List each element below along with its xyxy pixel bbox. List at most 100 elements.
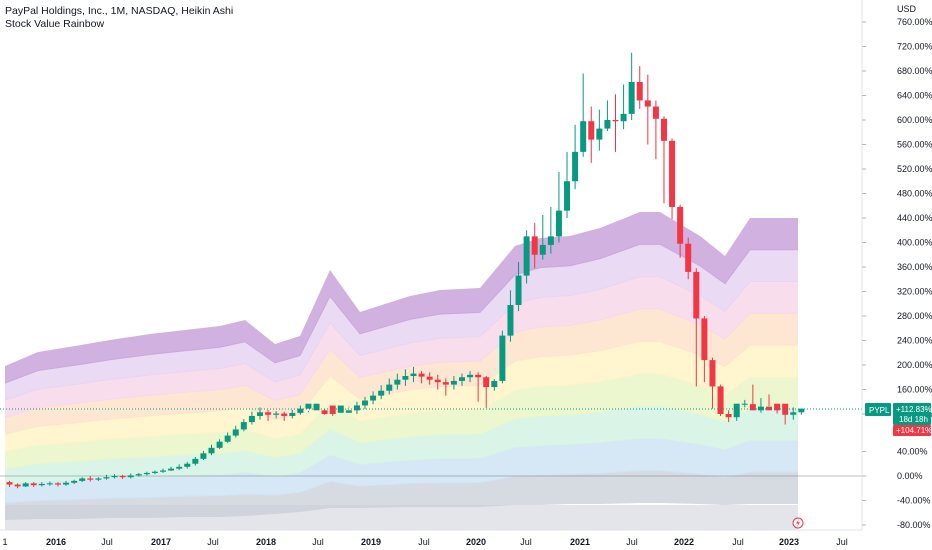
candle[interactable]: [507, 290, 514, 342]
candle[interactable]: [216, 439, 223, 450]
candle[interactable]: [200, 450, 207, 461]
candle[interactable]: [313, 403, 320, 411]
candle[interactable]: [782, 403, 789, 425]
candle[interactable]: [87, 476, 94, 482]
candle[interactable]: [256, 407, 263, 420]
y-axis[interactable]: 760.00% 720.00% 680.00% 640.00% 600.00% 560.0…: [862, 17, 932, 530]
candle[interactable]: [604, 100, 611, 132]
candle[interactable]: [547, 206, 554, 254]
chart-title[interactable]: PayPal Holdings, Inc., 1M, NASDAQ, Heiki…: [5, 5, 234, 17]
candle[interactable]: [6, 480, 13, 488]
candle[interactable]: [248, 411, 255, 425]
candle[interactable]: [499, 330, 506, 384]
candle[interactable]: [410, 366, 417, 383]
candle[interactable]: [38, 482, 45, 487]
candle[interactable]: [733, 403, 740, 421]
candle[interactable]: [491, 379, 498, 391]
candle[interactable]: [362, 396, 369, 410]
candle[interactable]: [628, 52, 635, 120]
candle[interactable]: [515, 262, 522, 312]
candle[interactable]: [766, 394, 773, 411]
candle[interactable]: [265, 409, 272, 421]
candle[interactable]: [151, 470, 158, 475]
candle[interactable]: [394, 373, 401, 390]
candle[interactable]: [426, 372, 433, 385]
candle[interactable]: [620, 84, 627, 130]
candle[interactable]: [30, 482, 37, 488]
candle[interactable]: [95, 477, 102, 481]
x-axis[interactable]: 1 2016 Jul 2017 Jul 2018 Jul 2019 Jul 2020 Jul 2021…: [2, 537, 847, 547]
candle[interactable]: [232, 425, 239, 438]
candle[interactable]: [677, 204, 684, 258]
candle[interactable]: [378, 385, 385, 400]
candle[interactable]: [208, 444, 215, 456]
candle[interactable]: [539, 214, 546, 260]
candle[interactable]: [71, 479, 78, 484]
candle[interactable]: [564, 151, 571, 218]
candle[interactable]: [660, 116, 667, 204]
candle[interactable]: [701, 316, 708, 383]
candle[interactable]: [709, 357, 716, 409]
candle[interactable]: [458, 373, 465, 386]
candle[interactable]: [725, 410, 732, 423]
candle[interactable]: [741, 399, 748, 408]
candle[interactable]: [54, 482, 61, 487]
candle[interactable]: [555, 172, 562, 243]
candle[interactable]: [111, 474, 118, 479]
candle[interactable]: [693, 268, 700, 387]
candle[interactable]: [798, 408, 805, 415]
candle[interactable]: [467, 371, 474, 383]
candle[interactable]: [669, 138, 676, 220]
candle[interactable]: [273, 411, 280, 419]
candle[interactable]: [353, 401, 360, 414]
candle[interactable]: [757, 398, 764, 413]
candle[interactable]: [418, 371, 425, 384]
candle[interactable]: [531, 222, 538, 269]
candle[interactable]: [329, 405, 336, 416]
candle[interactable]: [588, 106, 595, 163]
candle[interactable]: [717, 384, 724, 416]
candle[interactable]: [370, 391, 377, 405]
candle[interactable]: [321, 409, 328, 415]
candle[interactable]: [652, 100, 659, 160]
candle[interactable]: [119, 474, 126, 480]
candle[interactable]: [636, 66, 643, 109]
candle[interactable]: [79, 477, 86, 483]
candle[interactable]: [345, 406, 352, 413]
candle[interactable]: [281, 411, 288, 421]
candle[interactable]: [450, 376, 457, 390]
candle[interactable]: [442, 378, 449, 396]
candle[interactable]: [46, 481, 53, 486]
candle[interactable]: [434, 374, 441, 390]
candle[interactable]: [386, 378, 393, 395]
candle[interactable]: [685, 237, 692, 280]
candle[interactable]: [297, 405, 304, 415]
candle[interactable]: [337, 405, 344, 413]
candle[interactable]: [475, 372, 482, 402]
candle[interactable]: [192, 457, 199, 466]
indicator-name[interactable]: Stock Value Rainbow: [5, 18, 105, 30]
candle[interactable]: [644, 74, 651, 145]
candle[interactable]: [103, 474, 110, 480]
candle[interactable]: [523, 230, 530, 284]
candle[interactable]: [596, 109, 603, 151]
candle[interactable]: [22, 482, 29, 488]
candles[interactable]: [6, 52, 805, 489]
candle[interactable]: [135, 472, 142, 477]
candle[interactable]: [127, 473, 134, 479]
candle[interactable]: [224, 432, 231, 443]
candle[interactable]: [63, 480, 70, 486]
candle[interactable]: [289, 409, 296, 419]
candle[interactable]: [240, 419, 247, 432]
candle[interactable]: [168, 466, 175, 472]
candle[interactable]: [305, 403, 312, 413]
candle[interactable]: [790, 407, 797, 420]
candle[interactable]: [176, 464, 183, 470]
candle[interactable]: [572, 124, 579, 190]
candle[interactable]: [483, 376, 490, 408]
candle[interactable]: [160, 468, 167, 473]
candle[interactable]: [580, 73, 587, 157]
candle[interactable]: [402, 369, 409, 386]
candle[interactable]: [749, 384, 756, 411]
